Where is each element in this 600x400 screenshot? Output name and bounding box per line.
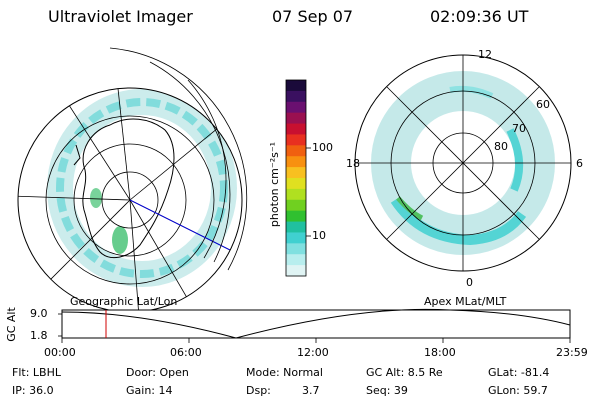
colorbar-segment bbox=[286, 101, 306, 114]
lat-label-60: 60 bbox=[536, 98, 550, 111]
colorbar bbox=[285, 79, 311, 277]
colorbar-segment bbox=[286, 112, 306, 125]
glon-info: GLon: 59.7 bbox=[488, 384, 548, 397]
colorbar-segment bbox=[286, 210, 306, 223]
colorbar-segment bbox=[286, 178, 306, 190]
colorbar-segment bbox=[286, 134, 306, 146]
geographic-label: Geographic Lat/Lon bbox=[70, 295, 178, 308]
colorbar-segment bbox=[286, 80, 306, 92]
flt-info: Flt: LBHL bbox=[12, 366, 61, 379]
colorbar-segment bbox=[286, 254, 306, 266]
gc-alt-ylabel: GC Alt bbox=[4, 307, 18, 342]
altitude-plot bbox=[58, 308, 571, 343]
colorbar-segment bbox=[286, 265, 306, 277]
xtick-1800: 18:00 bbox=[424, 346, 456, 359]
mlt-label-0: 0 bbox=[466, 276, 473, 289]
colorbar-tick-100: 100 bbox=[312, 141, 333, 154]
mlt-label-18: 18 bbox=[346, 157, 360, 170]
colorbar-segment bbox=[286, 199, 306, 212]
colorbar-tick-10: 10 bbox=[312, 229, 326, 242]
colorbar-segment bbox=[286, 156, 306, 168]
colorbar-segment bbox=[286, 188, 306, 201]
xtick-0600: 06:00 bbox=[170, 346, 202, 359]
mlt-label-6: 6 bbox=[576, 157, 583, 170]
glat-info: GLat: -81.4 bbox=[488, 366, 550, 379]
apex-label: Apex MLat/MLT bbox=[424, 295, 507, 308]
colorbar-segment bbox=[286, 90, 306, 103]
ytick-1-8: 1.8 bbox=[30, 329, 48, 342]
instrument-title: Ultraviolet Imager bbox=[48, 7, 193, 26]
colorbar-unit-label: photon cm⁻²s⁻¹ bbox=[268, 141, 282, 228]
colorbar-segment bbox=[286, 145, 306, 157]
dsp-label: Dsp: bbox=[246, 384, 271, 397]
ip-info: IP: 36.0 bbox=[12, 384, 54, 397]
xtick-1200: 12:00 bbox=[297, 346, 329, 359]
gc-alt-info: GC Alt: 8.5 Re bbox=[366, 366, 443, 379]
geographic-map bbox=[17, 47, 248, 313]
colorbar-segment bbox=[286, 243, 306, 255]
xtick-0000: 00:00 bbox=[44, 346, 76, 359]
xtick-2359: 23:59 bbox=[556, 346, 588, 359]
seq-info: Seq: 39 bbox=[366, 384, 408, 397]
apex-map bbox=[354, 54, 572, 272]
colorbar-segment bbox=[286, 232, 306, 244]
time-label: 02:09:36 UT bbox=[430, 7, 529, 26]
lat-label-80: 80 bbox=[494, 140, 508, 153]
door-info: Door: Open bbox=[126, 366, 189, 379]
colorbar-segment bbox=[286, 123, 306, 135]
lat-label-70: 70 bbox=[512, 122, 526, 135]
dsp-value: 3.7 bbox=[302, 384, 320, 397]
gain-info: Gain: 14 bbox=[126, 384, 173, 397]
date-label: 07 Sep 07 bbox=[272, 7, 354, 26]
ytick-9: 9.0 bbox=[30, 307, 48, 320]
mode-info: Mode: Normal bbox=[246, 366, 323, 379]
colorbar-segment bbox=[286, 221, 306, 233]
colorbar-segment bbox=[286, 167, 306, 179]
mlt-label-12: 12 bbox=[478, 48, 492, 61]
